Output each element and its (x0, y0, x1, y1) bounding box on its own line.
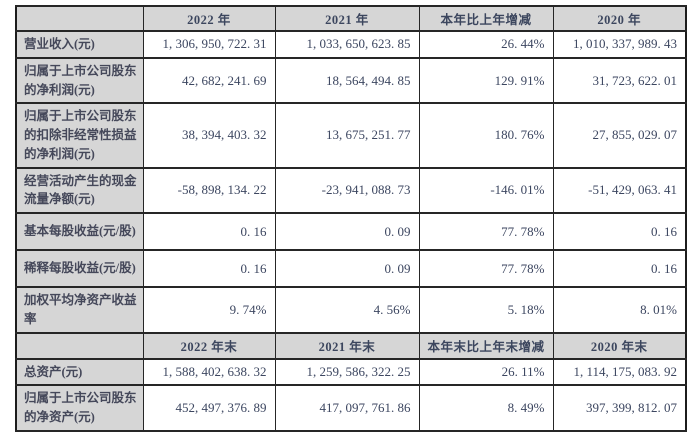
header-2022: 2022 年 (142, 5, 276, 32)
cell-2021: 13, 675, 251. 77 (274, 102, 420, 169)
row-label: 总资产(元) (15, 357, 144, 387)
header-2020-year-end: 2020 年末 (552, 331, 687, 360)
row-label: 经营活动产生的现金流量净额(元) (15, 166, 144, 214)
cell-2021: 1, 033, 650, 623. 85 (274, 30, 420, 59)
cell-change: 5. 18% (418, 286, 554, 334)
row-net-profit-deducted: 归属于上市公司股东的扣除非经常性损益的净利润(元) 38, 394, 403. … (15, 102, 687, 169)
row-label: 稀释每股收益(元/股) (15, 249, 144, 288)
cell-2022: 42, 682, 241. 69 (142, 56, 276, 105)
row-label: 加权平均净资产收益率 (15, 286, 144, 334)
cell-change: 8. 49% (418, 384, 554, 432)
cell-change: 77. 78% (418, 249, 554, 288)
cell-2021: 0. 09 (274, 212, 420, 251)
cell-2022: 452, 497, 376. 89 (142, 384, 276, 432)
row-operating-cash-flow: 经营活动产生的现金流量净额(元) -58, 898, 134. 22 -23, … (15, 166, 687, 214)
cell-2022: -58, 898, 134. 22 (142, 166, 276, 214)
cell-change: 26. 44% (418, 30, 554, 59)
header-row-annual: 2022 年 2021 年 本年比上年增减 2020 年 (15, 5, 687, 32)
cell-2021: 1, 259, 586, 322. 25 (274, 357, 420, 387)
cell-change: 129. 91% (418, 56, 554, 105)
cell-2020: 397, 399, 812. 07 (552, 384, 687, 432)
row-operating-revenue: 营业收入(元) 1, 306, 950, 722. 31 1, 033, 650… (15, 30, 687, 59)
cell-2022: 1, 588, 402, 638. 32 (142, 357, 276, 387)
row-label: 归属于上市公司股东的净资产(元) (15, 384, 144, 432)
cell-2020: 31, 723, 622. 01 (552, 56, 687, 105)
row-net-profit: 归属于上市公司股东的净利润(元) 42, 682, 241. 69 18, 56… (15, 56, 687, 105)
cell-2022: 1, 306, 950, 722. 31 (142, 30, 276, 59)
cell-2020: 1, 114, 175, 083. 92 (552, 357, 687, 387)
cell-2021: 0. 09 (274, 249, 420, 288)
header-blank-cell (15, 5, 144, 32)
row-basic-eps: 基本每股收益(元/股) 0. 16 0. 09 77. 78% 0. 16 (15, 212, 687, 251)
cell-2020: 27, 855, 029. 07 (552, 102, 687, 169)
financial-summary-table: 2022 年 2021 年 本年比上年增减 2020 年 营业收入(元) 1, … (15, 5, 687, 432)
cell-2022: 0. 16 (142, 249, 276, 288)
cell-2020: 0. 16 (552, 212, 687, 251)
cell-2021: 417, 097, 761. 86 (274, 384, 420, 432)
cell-change: -146. 01% (418, 166, 554, 214)
cell-2021: 4. 56% (274, 286, 420, 334)
row-label: 营业收入(元) (15, 30, 144, 59)
header-2021: 2021 年 (274, 5, 420, 32)
header-2021-year-end: 2021 年末 (274, 331, 420, 360)
row-label: 归属于上市公司股东的净利润(元) (15, 56, 144, 105)
cell-2021: 18, 564, 494. 85 (274, 56, 420, 105)
header-year-end-change: 本年末比上年末增减 (418, 331, 554, 360)
row-label: 归属于上市公司股东的扣除非经常性损益的净利润(元) (15, 102, 144, 169)
cell-change: 180. 76% (418, 102, 554, 169)
cell-2022: 9. 74% (142, 286, 276, 334)
header-row-year-end: 2022 年末 2021 年末 本年末比上年末增减 2020 年末 (15, 331, 687, 360)
row-label: 基本每股收益(元/股) (15, 212, 144, 251)
header-2020: 2020 年 (552, 5, 687, 32)
key-accounting-data-table: 2022 年 2021 年 本年比上年增减 2020 年 营业收入(元) 1, … (15, 5, 687, 432)
cell-2020: 1, 010, 337, 989. 43 (552, 30, 687, 59)
row-diluted-eps: 稀释每股收益(元/股) 0. 16 0. 09 77. 78% 0. 16 (15, 249, 687, 288)
header-yoy-change: 本年比上年增减 (418, 5, 554, 32)
row-weighted-roe: 加权平均净资产收益率 9. 74% 4. 56% 5. 18% 8. 01% (15, 286, 687, 334)
cell-2020: -51, 429, 063. 41 (552, 166, 687, 214)
cell-2020: 0. 16 (552, 249, 687, 288)
cell-2022: 0. 16 (142, 212, 276, 251)
row-total-assets: 总资产(元) 1, 588, 402, 638. 32 1, 259, 586,… (15, 357, 687, 387)
cell-2021: -23, 941, 088. 73 (274, 166, 420, 214)
cell-2020: 8. 01% (552, 286, 687, 334)
row-net-assets: 归属于上市公司股东的净资产(元) 452, 497, 376. 89 417, … (15, 384, 687, 432)
cell-2022: 38, 394, 403. 32 (142, 102, 276, 169)
header-2022-year-end: 2022 年末 (142, 331, 276, 360)
cell-change: 26. 11% (418, 357, 554, 387)
cell-change: 77. 78% (418, 212, 554, 251)
header-blank-cell (15, 331, 144, 360)
